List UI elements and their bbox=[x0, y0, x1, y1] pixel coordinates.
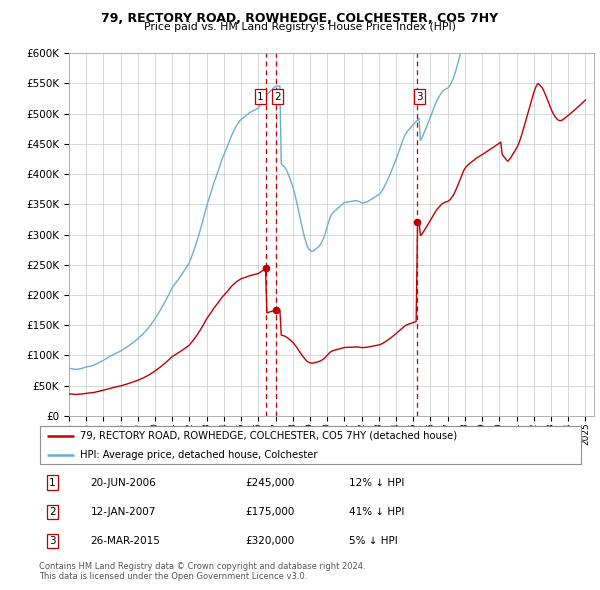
Text: 20-JUN-2006: 20-JUN-2006 bbox=[91, 477, 157, 487]
Text: £320,000: £320,000 bbox=[245, 536, 295, 546]
Text: 41% ↓ HPI: 41% ↓ HPI bbox=[349, 507, 404, 517]
Text: 3: 3 bbox=[49, 536, 56, 546]
Text: 79, RECTORY ROAD, ROWHEDGE, COLCHESTER, CO5 7HY (detached house): 79, RECTORY ROAD, ROWHEDGE, COLCHESTER, … bbox=[80, 431, 457, 441]
FancyBboxPatch shape bbox=[40, 427, 581, 464]
Text: 5% ↓ HPI: 5% ↓ HPI bbox=[349, 536, 397, 546]
Text: HPI: Average price, detached house, Colchester: HPI: Average price, detached house, Colc… bbox=[80, 450, 317, 460]
Text: Price paid vs. HM Land Registry's House Price Index (HPI): Price paid vs. HM Land Registry's House … bbox=[144, 22, 456, 32]
Text: This data is licensed under the Open Government Licence v3.0.: This data is licensed under the Open Gov… bbox=[39, 572, 307, 581]
Text: 79, RECTORY ROAD, ROWHEDGE, COLCHESTER, CO5 7HY: 79, RECTORY ROAD, ROWHEDGE, COLCHESTER, … bbox=[101, 12, 499, 25]
Text: 3: 3 bbox=[416, 91, 422, 101]
Text: 1: 1 bbox=[257, 91, 264, 101]
Text: 26-MAR-2015: 26-MAR-2015 bbox=[91, 536, 160, 546]
Text: Contains HM Land Registry data © Crown copyright and database right 2024.: Contains HM Land Registry data © Crown c… bbox=[39, 562, 365, 571]
Text: £245,000: £245,000 bbox=[245, 477, 295, 487]
Text: £175,000: £175,000 bbox=[245, 507, 295, 517]
Text: 12% ↓ HPI: 12% ↓ HPI bbox=[349, 477, 404, 487]
Text: 1: 1 bbox=[49, 477, 56, 487]
Text: 2: 2 bbox=[49, 507, 56, 517]
Text: 12-JAN-2007: 12-JAN-2007 bbox=[91, 507, 156, 517]
Text: 2: 2 bbox=[274, 91, 281, 101]
